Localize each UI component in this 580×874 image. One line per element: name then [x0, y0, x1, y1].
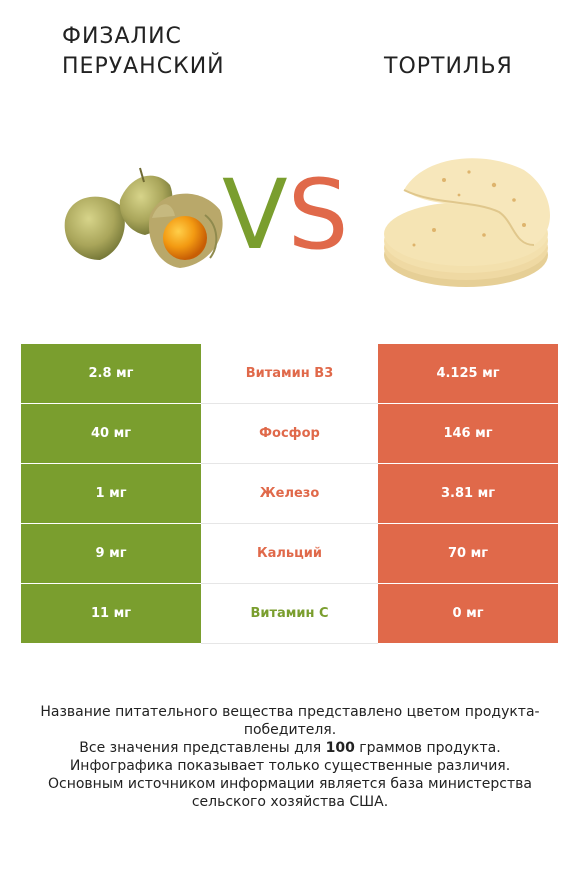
- comparison-table: 2.8 мг Витамин B3 4.125 мг 40 мг Фосфор 146 м…: [21, 344, 558, 644]
- tortilla-image: [384, 158, 551, 287]
- comparison-row: 2.8 мг Витамин B3 4.125 мг: [21, 344, 558, 404]
- nutrient-name: Витамин B3: [201, 344, 378, 404]
- nutrient-name: Фосфор: [201, 404, 378, 464]
- footer-line-3: Инфографика показывает только существенн…: [69, 758, 511, 774]
- left-value: 11 мг: [21, 584, 201, 644]
- left-value: 40 мг: [21, 404, 201, 464]
- comparison-row: 1 мг Железо 3.81 мг: [21, 464, 558, 524]
- footer-line-2: Все значения представлены для 100 граммо…: [79, 740, 501, 756]
- physalis-image: [64, 167, 223, 268]
- footer-line-4: Основным источником информации является …: [48, 776, 532, 810]
- comparison-row: 9 мг Кальций 70 мг: [21, 524, 558, 584]
- right-value: 70 мг: [378, 524, 558, 584]
- left-value: 1 мг: [21, 464, 201, 524]
- nutrient-name: Витамин C: [201, 584, 378, 644]
- comparison-row: 40 мг Фосфор 146 мг: [21, 404, 558, 464]
- right-value: 4.125 мг: [378, 344, 558, 404]
- vs-label: VS: [222, 160, 349, 270]
- right-value: 3.81 мг: [378, 464, 558, 524]
- right-value: 146 мг: [378, 404, 558, 464]
- footer-notes: Название питательного вещества представл…: [20, 703, 560, 811]
- nutrient-name: Железо: [201, 464, 378, 524]
- vs-v-letter: V: [222, 159, 288, 271]
- left-value: 2.8 мг: [21, 344, 201, 404]
- footer-line-1: Название питательного вещества представл…: [40, 704, 540, 738]
- left-value: 9 мг: [21, 524, 201, 584]
- left-product-title: Физалис перуанский: [62, 24, 225, 79]
- right-product-title: Тортилья: [384, 54, 513, 79]
- vs-s-letter: S: [287, 159, 349, 271]
- right-value: 0 мг: [378, 584, 558, 644]
- nutrient-name: Кальций: [201, 524, 378, 584]
